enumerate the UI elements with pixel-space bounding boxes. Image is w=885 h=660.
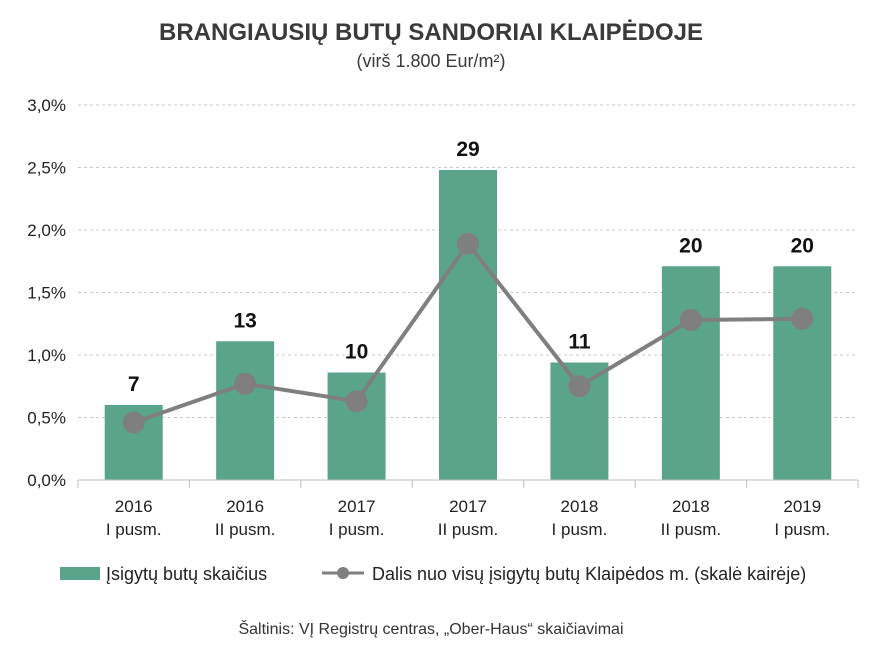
x-tick-label-period: I pusm.	[329, 520, 385, 539]
x-tick-label-year: 2018	[561, 497, 599, 516]
bar-data-label: 7	[128, 373, 140, 396]
bar-data-label: 20	[679, 234, 702, 257]
bar-data-label: 13	[233, 309, 256, 332]
legend-label-line: Dalis nuo visų įsigytų butų Klaipėdos m.…	[372, 564, 806, 584]
bar-data-labels: 7 13 10 29 11 20 20	[128, 138, 814, 396]
x-tick-label-year: 2016	[115, 497, 153, 516]
share-point	[679, 309, 702, 331]
y-tick-label: 3,0%	[27, 96, 66, 115]
share-point	[122, 411, 145, 434]
bar-data-label: 10	[345, 341, 368, 364]
share-point	[568, 375, 591, 398]
x-tick-label-period: II pusm.	[661, 520, 721, 539]
x-tick-label-period: II pusm.	[215, 520, 275, 539]
x-axis-ticks: 2016 I pusm. 2016 II pusm. 2017 I pusm. 2017 II…	[77, 480, 859, 539]
bar	[773, 266, 832, 480]
share-point	[791, 307, 814, 330]
x-tick-label-period: II pusm.	[438, 520, 498, 539]
share-point	[457, 232, 479, 255]
legend-swatch-bars	[60, 567, 100, 580]
source-note: Šaltinis: VĮ Registrų centras, „Ober-Hau…	[238, 619, 623, 638]
x-tick-label-year: 2017	[449, 497, 487, 516]
bar	[439, 170, 497, 480]
legend-label-bars: Įsigytų butų skaičius	[106, 564, 267, 584]
x-tick-label-year: 2016	[226, 497, 264, 516]
share-point	[345, 390, 368, 413]
x-tick-label-period: I pusm.	[774, 520, 830, 539]
y-tick-label: 1,0%	[27, 346, 66, 365]
y-axis-ticks: 0,0% 0,5% 1,0% 1,5% 2,0% 2,5% 3,0%	[27, 96, 66, 490]
bar-data-label: 20	[791, 234, 814, 257]
x-tick-label-period: I pusm.	[106, 520, 162, 539]
bar	[216, 341, 275, 480]
y-tick-label: 0,5%	[27, 409, 66, 428]
y-tick-label: 2,5%	[27, 159, 66, 178]
chart-subtitle: (virš 1.800 Eur/m²)	[356, 51, 505, 71]
bar	[327, 372, 386, 480]
chart-title: BRANGIAUSIŲ BUTŲ SANDORIAI KLAIPĖDOJE	[159, 19, 703, 46]
bar-data-label: 29	[456, 138, 479, 161]
bar	[661, 266, 720, 480]
y-tick-label: 0,0%	[27, 471, 66, 490]
bar-series	[104, 170, 832, 480]
y-tick-label: 1,5%	[27, 284, 66, 303]
y-tick-label: 2,0%	[27, 221, 66, 240]
x-tick-label-year: 2018	[672, 497, 710, 516]
x-tick-label-period: I pusm.	[552, 520, 608, 539]
legend-swatch-marker	[337, 567, 349, 579]
bar-data-label: 11	[568, 331, 591, 354]
line-series	[122, 232, 814, 434]
legend: Įsigytų butų skaičius Dalis nuo visų įsi…	[60, 564, 806, 584]
share-point	[234, 372, 257, 395]
x-tick-label-year: 2019	[783, 497, 821, 516]
x-tick-label-year: 2017	[338, 497, 376, 516]
